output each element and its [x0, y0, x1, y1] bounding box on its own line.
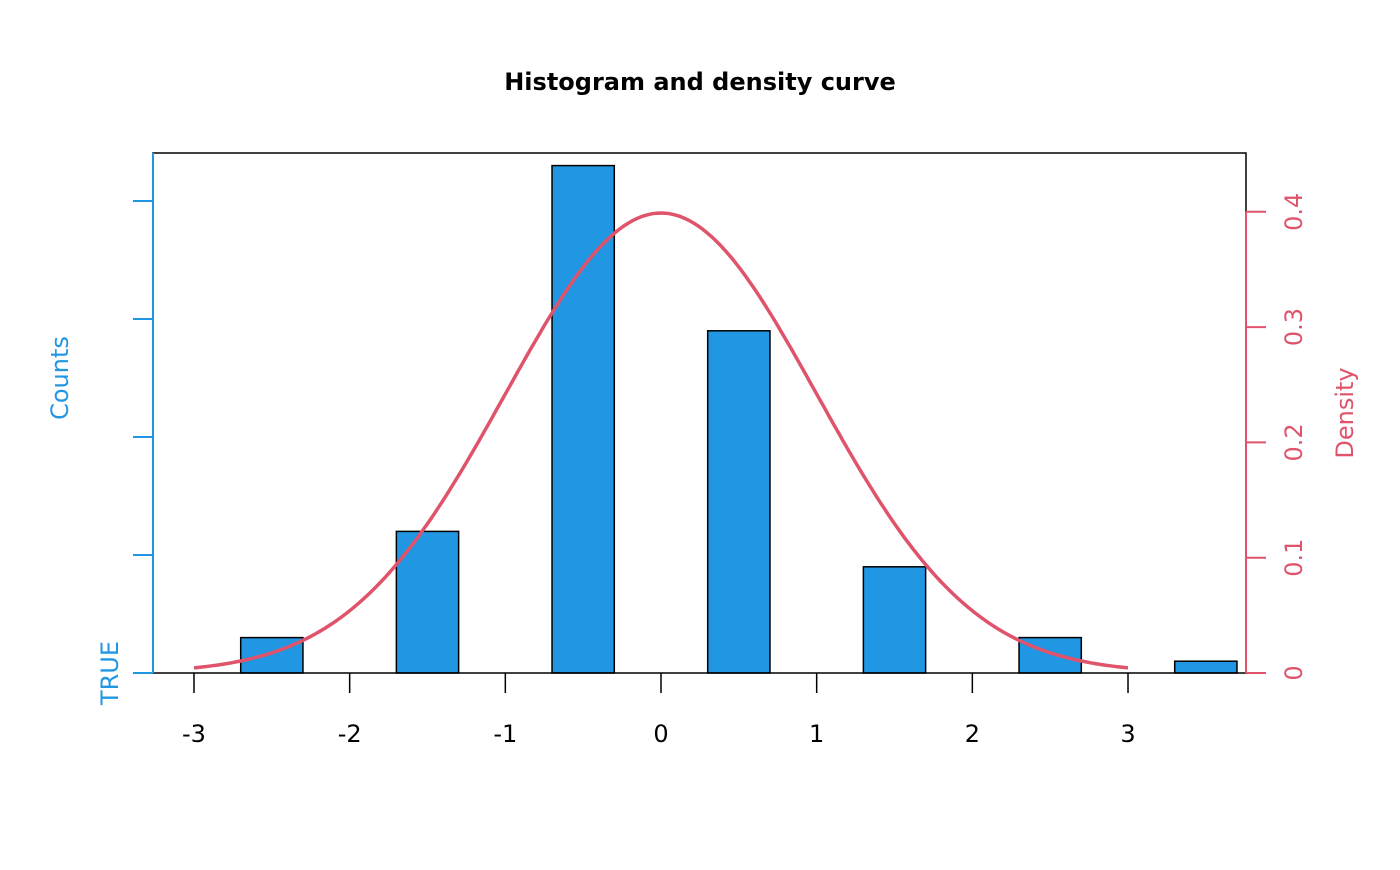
right-tick-label: 0.2	[1280, 423, 1308, 461]
right-axis-label: Density	[1331, 367, 1359, 458]
right-tick-label: 0.1	[1280, 539, 1308, 577]
right-tick-label: 0	[1280, 665, 1308, 680]
histogram-bar	[706, 330, 771, 674]
x-tick-label: 2	[965, 720, 980, 748]
left-tick-label: TRUE	[96, 641, 124, 706]
x-tick-label: -1	[493, 720, 517, 748]
histogram-bar	[862, 566, 927, 674]
right-tick-label: 0.4	[1280, 193, 1308, 231]
histogram-bar	[1173, 660, 1238, 674]
histogram-bar	[551, 164, 616, 674]
left-axis-label: Counts	[46, 336, 74, 420]
x-tick-label: 0	[653, 720, 668, 748]
chart-title: Histogram and density curve	[504, 68, 896, 96]
x-tick-label: -2	[338, 720, 362, 748]
plot-box	[152, 152, 1247, 674]
right-tick-label: 0.3	[1280, 308, 1308, 346]
density-curve	[193, 211, 1129, 670]
x-tick-label: -3	[182, 720, 206, 748]
x-tick-label: 1	[809, 720, 824, 748]
histogram-bar	[395, 530, 460, 674]
x-tick-label: 3	[1120, 720, 1135, 748]
